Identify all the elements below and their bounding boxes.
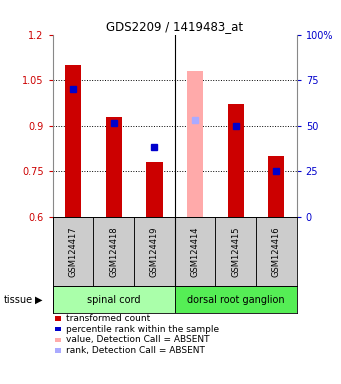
Text: spinal cord: spinal cord [87, 295, 140, 305]
Bar [268, 156, 284, 217]
Text: percentile rank within the sample: percentile rank within the sample [66, 324, 219, 334]
Text: dorsal root ganglion: dorsal root ganglion [187, 295, 284, 305]
Text: GSM124416: GSM124416 [272, 226, 281, 277]
Bar [106, 117, 122, 217]
Bar [146, 162, 163, 217]
Bar [175, 286, 297, 313]
Text: GSM124414: GSM124414 [191, 226, 199, 277]
Bar [53, 217, 93, 286]
Title: GDS2209 / 1419483_at: GDS2209 / 1419483_at [106, 20, 243, 33]
Bar [93, 217, 134, 286]
Bar [53, 286, 175, 313]
Bar [175, 217, 216, 286]
Bar [227, 104, 244, 217]
Text: transformed count: transformed count [66, 314, 150, 323]
Text: GSM124417: GSM124417 [69, 226, 78, 277]
Text: GSM124419: GSM124419 [150, 226, 159, 277]
Bar [256, 217, 297, 286]
Text: tissue: tissue [3, 295, 32, 305]
Text: GSM124418: GSM124418 [109, 226, 118, 277]
Text: rank, Detection Call = ABSENT: rank, Detection Call = ABSENT [66, 346, 205, 355]
Bar [216, 217, 256, 286]
Bar [134, 217, 175, 286]
Text: GSM124415: GSM124415 [231, 226, 240, 277]
Bar [187, 71, 203, 217]
Text: ▶: ▶ [35, 295, 43, 305]
Bar [65, 65, 81, 217]
Text: value, Detection Call = ABSENT: value, Detection Call = ABSENT [66, 335, 209, 344]
